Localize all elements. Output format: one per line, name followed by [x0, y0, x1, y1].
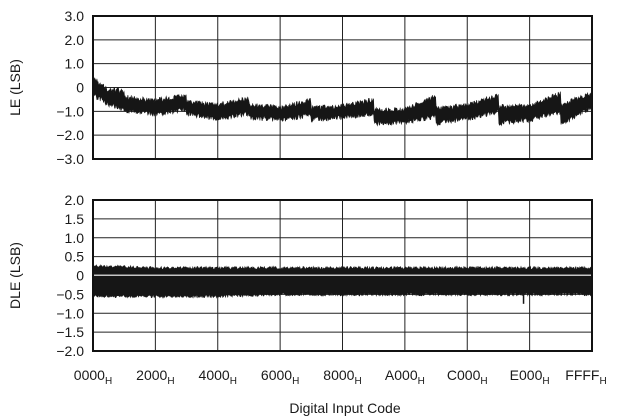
x-tick-label: FFFFH	[565, 367, 606, 387]
y-tick-label: 1.5	[65, 211, 85, 227]
y-axis-label: LE (LSB)	[7, 59, 23, 116]
x-tick-label: 6000H	[261, 367, 299, 387]
x-tick-label: 2000H	[136, 367, 174, 387]
x-axis-label: Digital Input Code	[289, 400, 401, 416]
x-tick-label: E000H	[510, 367, 550, 387]
y-tick-label: 3.0	[65, 8, 85, 24]
y-tick-label: −1.0	[56, 103, 84, 119]
y-tick-label: 0	[76, 268, 84, 284]
y-tick-label: 0.5	[65, 249, 85, 265]
x-tick-label: C000H	[447, 367, 488, 387]
x-tick-label: 8000H	[323, 367, 361, 387]
x-tick-label: 0000H	[74, 367, 112, 387]
shared-x-axis: 0000H 2000H 4000H 6000H 8000H A000H C000H E000H…	[74, 367, 607, 387]
y-tick-label: −3.0	[56, 151, 84, 167]
y-tick-label: −2.0	[56, 343, 84, 359]
y-tick-label: 0	[76, 80, 84, 96]
x-tick-label: A000H	[385, 367, 425, 387]
x-tick-label: 4000H	[199, 367, 237, 387]
error-band	[93, 265, 592, 298]
y-tick-label: 1.0	[65, 56, 85, 72]
y-tick-label: −2.0	[56, 127, 84, 143]
y-tick-label: −1.0	[56, 305, 84, 321]
y-tick-label: −0.5	[56, 286, 84, 302]
y-axis-label: DLE (LSB)	[7, 242, 23, 309]
dle-panel: 2.0 1.5 1.0 0.5 0 −0.5 −1.0 −1.5 −2.0 DLE (LSB)	[7, 192, 592, 359]
y-tick-label: −1.5	[56, 324, 84, 340]
y-tick-label: 2.0	[65, 192, 85, 208]
y-tick-label: 2.0	[65, 32, 85, 48]
le-panel: 3.0 2.0 1.0 0 −1.0 −2.0 −3.0 LE (LSB)	[7, 8, 592, 167]
y-tick-label: 1.0	[65, 230, 85, 246]
